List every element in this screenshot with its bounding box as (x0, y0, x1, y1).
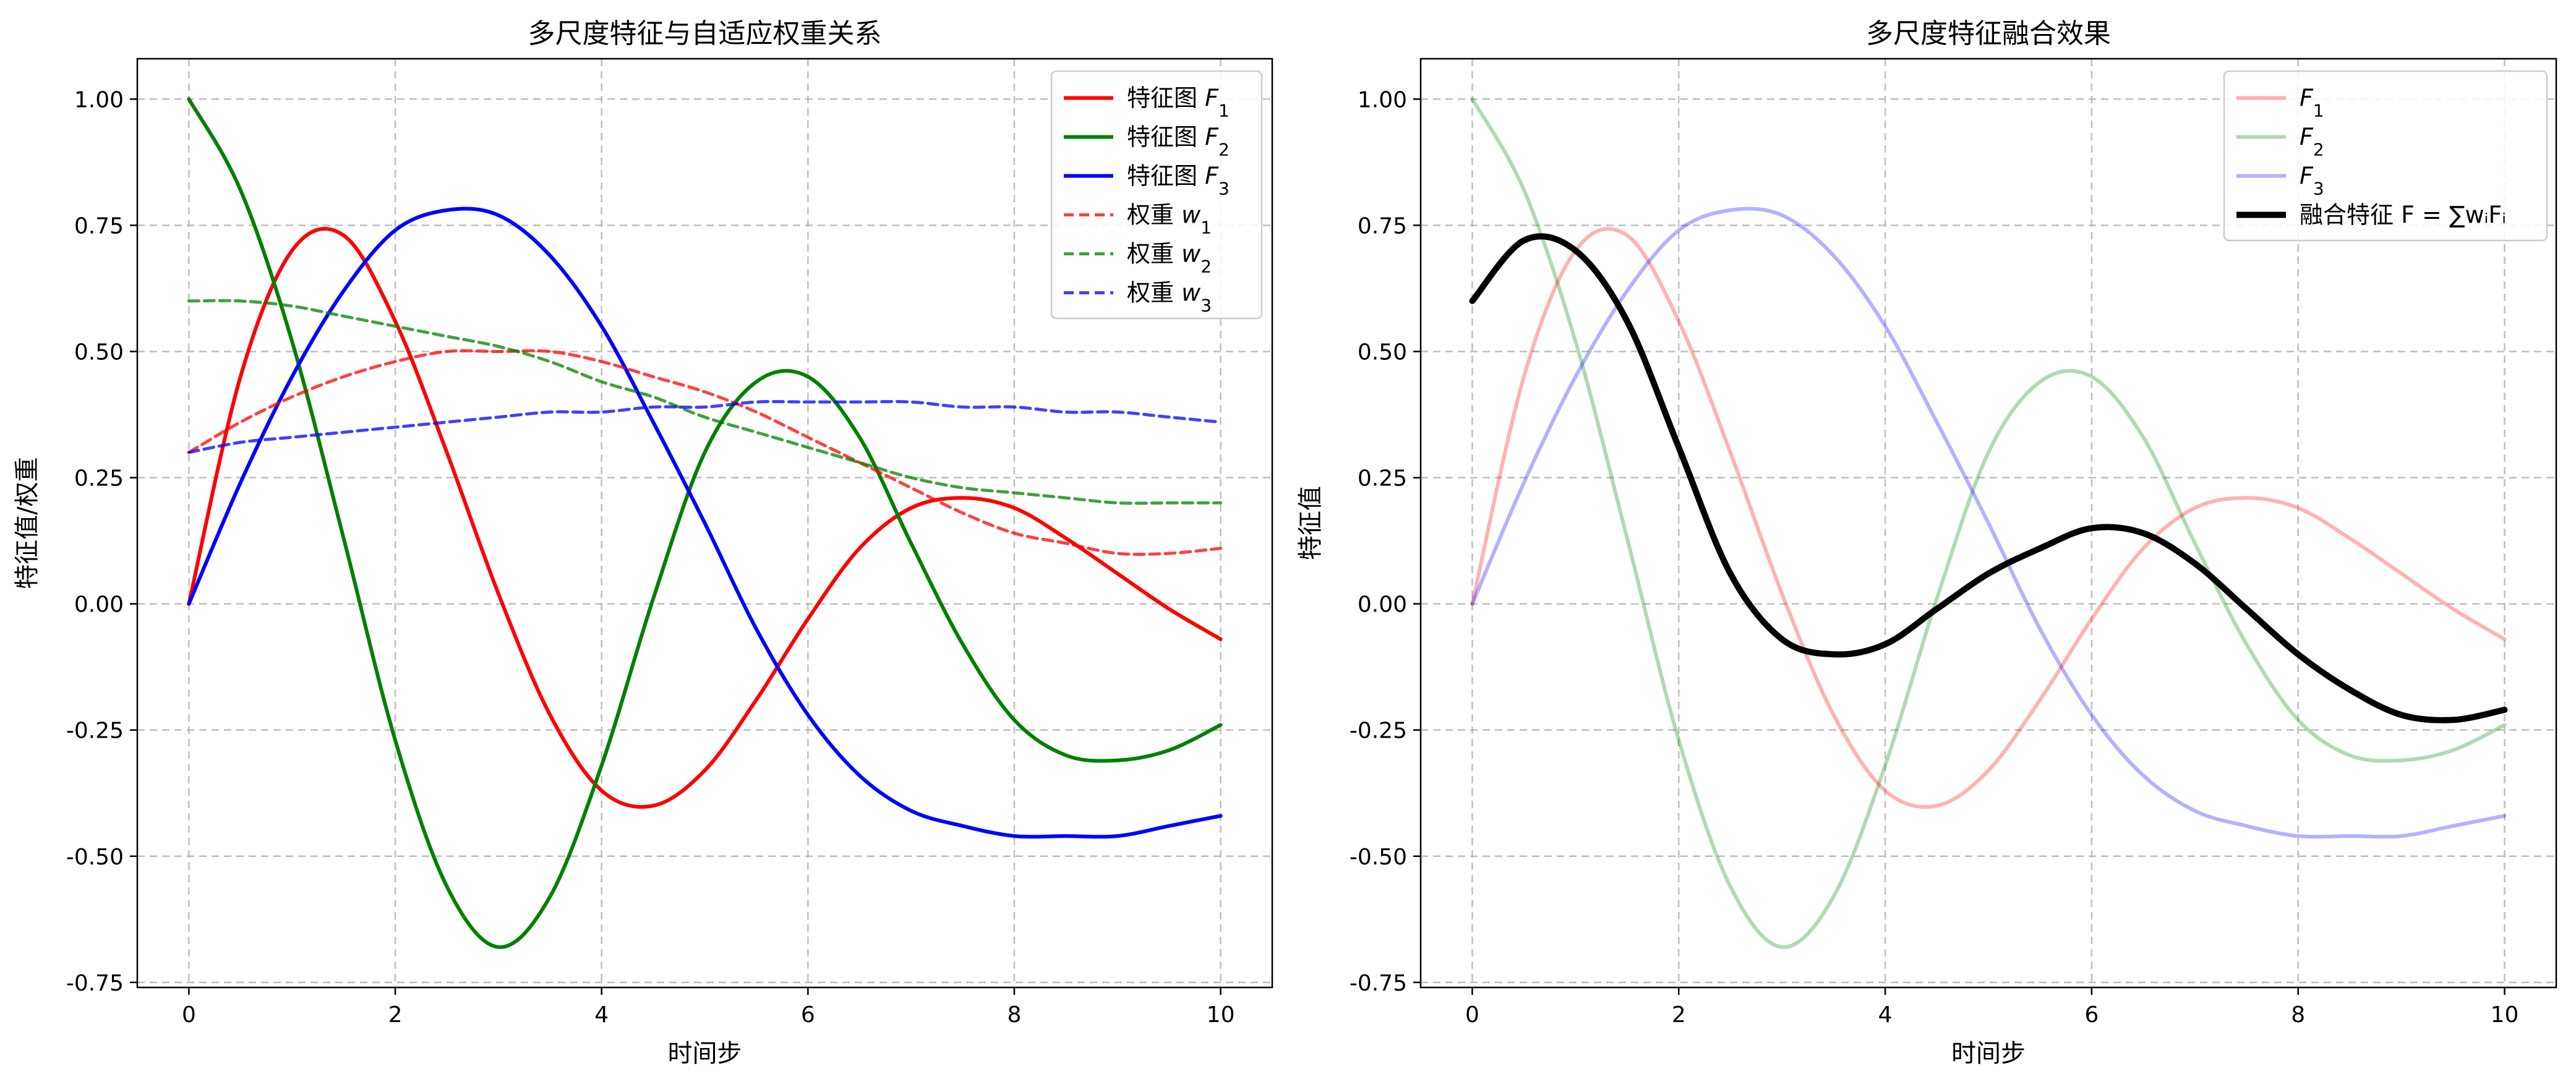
legend-box (2223, 70, 2548, 242)
legend-entry-label: 融合特征 F = ∑wᵢFᵢ (2300, 202, 2506, 229)
legend-entry-label: F1 (2300, 85, 2324, 121)
chart-title: 多尺度特征融合效果 (1866, 18, 2111, 49)
series-line-1 (187, 227, 1223, 809)
x-tick-label: 2 (1672, 1002, 1686, 1028)
y-tick-label: 0.25 (74, 466, 124, 492)
x-tick-label: 6 (801, 1002, 815, 1028)
plot-frame (1419, 58, 2557, 989)
plot-frame (136, 58, 1273, 989)
legend-entry-label: F3 (2300, 163, 2324, 199)
x-axis-label: 时间步 (1951, 1039, 2026, 1068)
chart-title: 多尺度特征与自适应权重关系 (528, 18, 882, 49)
x-tick-label: 2 (388, 1002, 403, 1028)
y-tick-label: -0.25 (66, 718, 124, 744)
y-axis-label: 特征值 (1296, 486, 1325, 560)
legend-box (1050, 70, 1263, 320)
series-line-4 (187, 349, 1223, 556)
y-tick-label: 0.50 (74, 339, 124, 365)
x-tick-label: 0 (1465, 1002, 1479, 1028)
series-line-3 (187, 207, 1223, 839)
chart-right-panel: 0 2 4 6 8 10 -0.75 -0.50 -0.25 0.00 0.25 0.50 0.75 1.… (1296, 18, 2557, 1068)
x-axis-label: 时间步 (668, 1039, 742, 1068)
x-tick-label: 8 (2291, 1002, 2305, 1028)
x-tick-label: 0 (182, 1002, 196, 1028)
x-tick-label: 8 (1008, 1002, 1022, 1028)
y-tick-label: -0.25 (1350, 718, 1407, 744)
y-tick-label: 1.00 (1358, 87, 1407, 113)
x-tick-label: 4 (594, 1002, 609, 1028)
series-lines (187, 97, 1223, 949)
x-tick-label: 10 (1207, 1002, 1235, 1028)
axis-ticks: 0 2 4 6 8 10 -0.75 -0.50 -0.25 0.00 0.25 0.50 0.75 1.… (1350, 87, 2519, 1028)
series-line-1 (1470, 227, 2507, 809)
y-tick-label: 0.00 (1358, 592, 1407, 618)
y-tick-label: 0.00 (74, 592, 124, 618)
series-line-3 (1470, 207, 2507, 839)
y-tick-label: -0.75 (66, 971, 124, 996)
legend-entry-label: F2 (2300, 124, 2324, 160)
y-tick-label: 0.75 (1358, 213, 1407, 239)
x-tick-label: 6 (2084, 1002, 2099, 1028)
series-line-4 (1469, 233, 2508, 723)
x-tick-label: 10 (2491, 1002, 2519, 1028)
y-tick-label: -0.50 (66, 845, 124, 870)
y-tick-label: 0.50 (1358, 339, 1407, 365)
series-line-6 (187, 399, 1223, 454)
y-tick-label: 0.25 (1358, 466, 1407, 492)
series-lines (1469, 97, 2508, 949)
chart-left-panel: 0 2 4 6 8 10 -0.75 -0.50 -0.25 0.00 0.25 0.50 0.75 1.… (13, 18, 1273, 1068)
y-tick-label: 1.00 (74, 87, 124, 113)
series-line-5 (187, 299, 1223, 505)
y-tick-label: 0.75 (74, 213, 124, 239)
axis-ticks: 0 2 4 6 8 10 -0.75 -0.50 -0.25 0.00 0.25 0.50 0.75 1.… (66, 87, 1235, 1028)
y-axis-label: 特征值/权重 (13, 457, 41, 589)
series-line-2 (187, 97, 1223, 949)
x-tick-label: 4 (1878, 1002, 1893, 1028)
y-tick-label: -0.75 (1350, 971, 1407, 996)
y-tick-label: -0.50 (1350, 845, 1407, 870)
